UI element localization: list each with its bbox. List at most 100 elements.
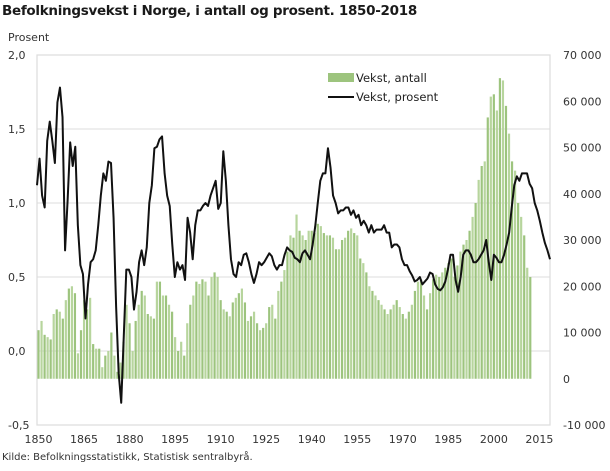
bar [331, 237, 335, 379]
bar [468, 230, 471, 379]
chart-title: Befolkningsvekst i Norge, i antall og pr… [2, 3, 417, 19]
bar [101, 367, 104, 379]
bar [453, 277, 456, 379]
bar [192, 295, 195, 379]
bar [155, 281, 158, 379]
bar [422, 295, 426, 379]
bar [480, 166, 483, 379]
bar [328, 235, 332, 379]
bar [186, 323, 189, 379]
bar [334, 249, 338, 379]
bar [407, 311, 410, 379]
bar [95, 348, 98, 379]
bar [201, 279, 204, 379]
legend-bar-label: Vekst, antall [356, 71, 427, 85]
x-axis-tick: 1940 [298, 433, 326, 446]
bar [222, 309, 225, 379]
bar [444, 267, 447, 379]
bar [213, 272, 216, 379]
bar [49, 339, 52, 379]
bar [240, 288, 243, 379]
bar [113, 355, 116, 379]
bar [73, 293, 77, 379]
legend: Vekst, antall Vekst, prosent [328, 71, 439, 104]
bar [313, 233, 316, 379]
left-axis-tick: 2,0 [8, 49, 26, 62]
bar [92, 344, 95, 379]
bar [67, 288, 70, 379]
bar [289, 235, 292, 379]
bar [404, 318, 407, 379]
source-note: Kilde: Befolkningsstatistikk, Statistisk… [2, 452, 253, 463]
bar [441, 272, 444, 379]
bar [447, 263, 450, 379]
bar [116, 371, 119, 379]
left-axis-tick: 1,0 [8, 197, 26, 210]
bar [174, 337, 177, 379]
bar [177, 351, 180, 379]
bar [523, 235, 526, 379]
bar [365, 272, 368, 379]
bar [110, 332, 113, 379]
bar [228, 316, 231, 379]
bar [225, 311, 228, 379]
bar [316, 223, 319, 379]
bar [259, 330, 262, 379]
right-axis-tick: -10 000 [563, 419, 605, 432]
bar [167, 304, 171, 379]
bar [55, 309, 58, 379]
bar [456, 265, 459, 379]
bar [219, 300, 222, 379]
bar [295, 214, 298, 379]
bar [310, 230, 313, 379]
bar [325, 235, 328, 379]
bar [195, 281, 198, 379]
bar [58, 311, 61, 379]
bar [344, 237, 347, 379]
bar [146, 314, 149, 379]
bar [526, 267, 529, 379]
bar [119, 362, 122, 379]
x-axis-tick: 1925 [252, 433, 280, 446]
bar [137, 304, 140, 379]
bar [61, 318, 64, 379]
x-axis-tick: 1880 [116, 433, 144, 446]
bar [85, 309, 89, 379]
bar [216, 277, 219, 379]
bar [419, 279, 423, 379]
bar [234, 297, 237, 379]
bar [340, 240, 344, 379]
right-axis-tick: 0 [563, 373, 570, 386]
x-axis-ticks: 1850 1865 1880 1895 1910 1925 1940 1955 1970 1985… [25, 433, 554, 446]
bar [465, 240, 468, 379]
legend-bar-swatch [328, 73, 354, 82]
line-series-vekst-prosent [36, 86, 551, 404]
bar [459, 251, 462, 379]
bar [249, 316, 253, 379]
bar [152, 318, 155, 379]
bar [125, 304, 128, 379]
bar [510, 161, 514, 379]
bar [82, 300, 86, 379]
bar [304, 240, 307, 379]
bar [143, 295, 146, 379]
x-axis-tick: 1865 [70, 433, 98, 446]
bar [359, 258, 362, 379]
bar [128, 323, 131, 379]
bar [271, 304, 274, 379]
bar [37, 330, 40, 379]
bar [262, 327, 265, 379]
bar [265, 323, 268, 379]
legend-line-label: Vekst, prosent [356, 90, 439, 104]
left-axis-tick: 0,5 [8, 271, 26, 284]
bar [164, 295, 168, 379]
bar [492, 94, 495, 379]
x-axis-tick: 1910 [207, 433, 235, 446]
bar [170, 311, 174, 379]
x-axis-tick: 2000 [480, 433, 508, 446]
bar [89, 297, 92, 379]
left-axis-tick: -0,5 [8, 419, 29, 432]
bar [76, 353, 80, 379]
bar [477, 179, 480, 379]
